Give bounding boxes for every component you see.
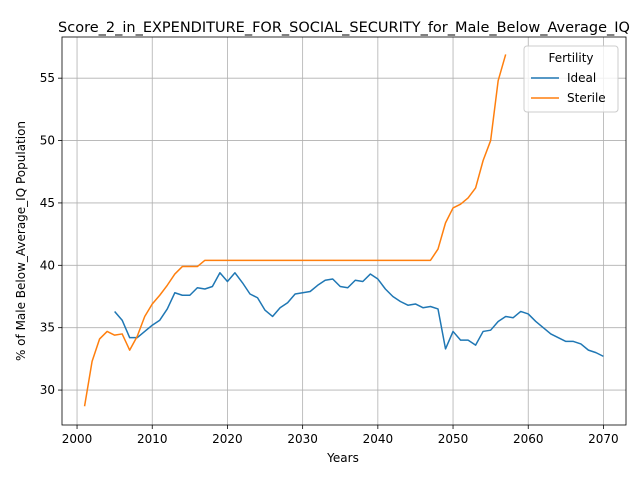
y-tick-label: 55 xyxy=(40,71,55,85)
y-tick-label: 30 xyxy=(40,383,55,397)
y-tick-label: 50 xyxy=(40,134,55,148)
y-tick-label: 45 xyxy=(40,196,55,210)
x-axis: 2000 2010 2020 2030 2040 2050 2060 2070 xyxy=(62,425,619,446)
series-line-ideal xyxy=(114,272,604,358)
x-tick-label: 2030 xyxy=(287,432,318,446)
x-tick-label: 2060 xyxy=(513,432,544,446)
series-line-sterile xyxy=(83,54,507,407)
x-tick-label: 2000 xyxy=(62,432,93,446)
x-tick-label: 2040 xyxy=(363,432,394,446)
chart-title: Score_2_in_EXPENDITURE_FOR_SOCIAL_SECURI… xyxy=(58,20,630,36)
x-tick-label: 2070 xyxy=(588,432,619,446)
legend-box xyxy=(523,45,619,113)
legend-title: Fertility xyxy=(548,51,593,65)
y-tick-label: 40 xyxy=(40,258,55,272)
x-tick-label: 2020 xyxy=(212,432,243,446)
y-tick-label: 35 xyxy=(40,321,55,335)
legend-label-ideal: Ideal xyxy=(567,71,596,85)
plot-frame xyxy=(61,36,627,426)
y-axis: 30 35 40 45 50 55 xyxy=(40,71,62,397)
series-layer xyxy=(83,54,604,407)
x-axis-label: Years xyxy=(326,451,359,465)
x-tick-label: 2050 xyxy=(438,432,469,446)
legend: Fertility Ideal Sterile xyxy=(523,45,619,113)
x-tick-label: 2010 xyxy=(137,432,168,446)
y-axis-label: % of Male Below_Average_IQ Population xyxy=(14,121,28,361)
legend-label-sterile: Sterile xyxy=(567,91,606,105)
